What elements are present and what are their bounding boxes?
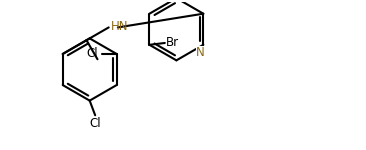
Text: Cl: Cl xyxy=(87,47,98,60)
Text: Cl: Cl xyxy=(89,117,101,130)
Text: HN: HN xyxy=(111,20,128,33)
Text: Br: Br xyxy=(166,36,179,50)
Text: N: N xyxy=(196,46,205,59)
